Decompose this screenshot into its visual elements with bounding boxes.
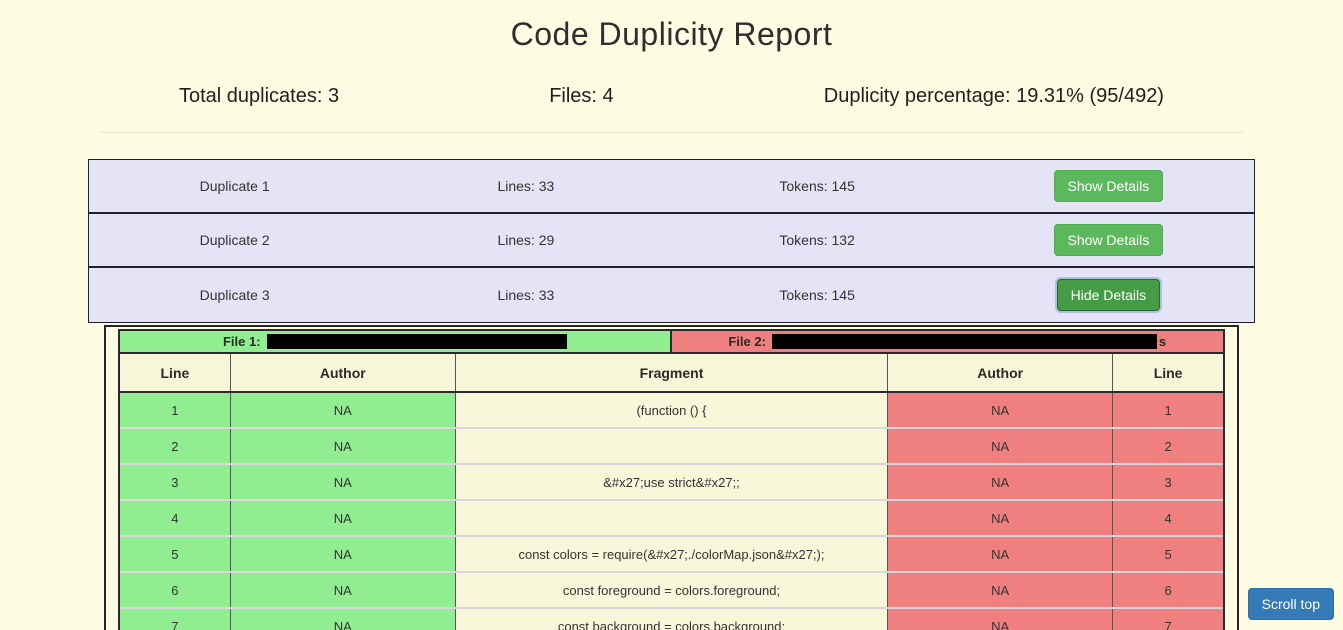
summary-stats: Total duplicates: 3 Files: 4 Duplicity p… <box>179 85 1164 108</box>
code-fragment: const background = colors.background; <box>454 607 888 630</box>
code-fragment <box>454 499 888 536</box>
duplicate-tokens: Tokens: 145 <box>779 287 855 303</box>
duplicate-label: Duplicate 2 <box>199 232 270 248</box>
col-header-line-left: Line <box>120 354 231 393</box>
code-fragment <box>454 427 888 464</box>
duplicate-tokens: Tokens: 132 <box>779 232 855 248</box>
toggle-details-button[interactable]: Show Details <box>1053 224 1164 256</box>
line-number-right: 7 <box>1112 607 1223 630</box>
code-row: 4 NA NA 4 <box>120 499 1223 536</box>
code-fragment: const colors = require(&#x27;./colorMap.… <box>454 535 888 572</box>
divider <box>100 132 1243 133</box>
line-number-left: 5 <box>120 535 231 572</box>
duplicate-row: Duplicate 2 Lines: 29 Tokens: 132 Show Deta… <box>89 214 1254 268</box>
col-header-author-right: Author <box>887 354 1113 393</box>
duplicate-label: Duplicate 3 <box>199 287 270 303</box>
line-number-left: 1 <box>120 392 231 428</box>
col-header-line-right: Line <box>1112 354 1223 393</box>
scroll-top-button[interactable]: Scroll top <box>1247 588 1334 620</box>
col-header-fragment: Fragment <box>454 354 888 393</box>
redacted-file1-path <box>266 334 567 349</box>
duplicate-lines: Lines: 33 <box>497 287 555 303</box>
line-number-right: 5 <box>1112 535 1223 572</box>
file1-header: File 1: <box>120 331 672 352</box>
col-header-author-left: Author <box>229 354 456 393</box>
author-right: NA <box>887 535 1113 572</box>
code-row: 5 NA const colors = require(&#x27;./colorM… <box>120 535 1223 572</box>
duplicate-tokens: Tokens: 145 <box>779 178 855 194</box>
file2-path-suffix: s <box>1158 334 1167 349</box>
comparison-table: Line Author Fragment Author Line 1 NA (fun… <box>120 354 1223 630</box>
line-number-right: 1 <box>1112 392 1223 428</box>
comparison-table-body: 1 NA (function () {NA 1 2 NA NA 2 3 NA &#x27;use s… <box>120 392 1223 630</box>
page-title: Code Duplicity Report <box>510 16 833 52</box>
code-fragment: (function () { <box>454 392 888 428</box>
code-row: 6 NA const foreground = colors.foreground;… <box>120 571 1223 608</box>
duplicates-list: Duplicate 1 Lines: 33 Tokens: 145 Show Deta… <box>88 159 1255 323</box>
code-row: 1 NA (function () {NA 1 <box>120 392 1223 428</box>
line-number-left: 7 <box>120 607 231 630</box>
author-right: NA <box>887 392 1113 428</box>
code-row: 3 NA &#x27;use strict&#x27;; NA 3 <box>120 463 1223 500</box>
author-left: NA <box>229 571 456 608</box>
file-header-row: File 1: File 2: s <box>120 331 1223 354</box>
author-right: NA <box>887 463 1113 500</box>
duplicate-lines: Lines: 29 <box>497 232 555 248</box>
toggle-details-button[interactable]: Hide Details <box>1056 279 1161 311</box>
file2-header: File 2: s <box>671 331 1223 352</box>
column-header-row: Line Author Fragment Author Line <box>120 354 1223 393</box>
stat-duplicity-percentage: Duplicity percentage: 19.31% (95/492) <box>823 85 1164 107</box>
duplicate-details-panel: File 1: File 2: s Line Author Fragment A… <box>104 325 1239 630</box>
line-number-right: 2 <box>1112 427 1223 464</box>
duplicate-label: Duplicate 1 <box>199 178 270 194</box>
comparison-table-wrap: File 1: File 2: s Line Author Fragment A… <box>118 329 1225 630</box>
code-fragment: &#x27;use strict&#x27;; <box>454 463 888 500</box>
duplicate-button-cell: Show Details <box>963 170 1254 202</box>
code-fragment: const foreground = colors.foreground; <box>454 571 888 608</box>
author-right: NA <box>887 427 1113 464</box>
author-left: NA <box>229 463 456 500</box>
duplicate-button-cell: Hide Details <box>963 279 1254 311</box>
line-number-right: 6 <box>1112 571 1223 608</box>
duplicate-button-cell: Show Details <box>963 224 1254 256</box>
code-row: 2 NA NA 2 <box>120 427 1223 464</box>
duplicate-row: Duplicate 3 Lines: 33 Tokens: 145 Hide Deta… <box>89 268 1254 322</box>
line-number-right: 4 <box>1112 499 1223 536</box>
author-right: NA <box>887 499 1113 536</box>
stat-total-duplicates: Total duplicates: 3 <box>179 85 340 107</box>
author-left: NA <box>229 607 456 630</box>
author-right: NA <box>887 607 1113 630</box>
line-number-left: 3 <box>120 463 231 500</box>
stat-files: Files: 4 <box>549 85 614 107</box>
toggle-details-button[interactable]: Show Details <box>1053 170 1164 202</box>
line-number-left: 2 <box>120 427 231 464</box>
line-number-right: 3 <box>1112 463 1223 500</box>
author-left: NA <box>229 427 456 464</box>
author-left: NA <box>229 499 456 536</box>
redacted-file2-path <box>771 334 1157 349</box>
line-number-left: 6 <box>120 571 231 608</box>
file1-label: File 1: <box>222 334 261 349</box>
author-left: NA <box>229 392 456 428</box>
duplicate-lines: Lines: 33 <box>497 178 555 194</box>
line-number-left: 4 <box>120 499 231 536</box>
author-left: NA <box>229 535 456 572</box>
code-row: 7 NA const background = colors.background;… <box>120 607 1223 630</box>
duplicate-row: Duplicate 1 Lines: 33 Tokens: 145 Show Deta… <box>89 160 1254 214</box>
author-right: NA <box>887 571 1113 608</box>
file2-label: File 2: <box>728 334 766 349</box>
